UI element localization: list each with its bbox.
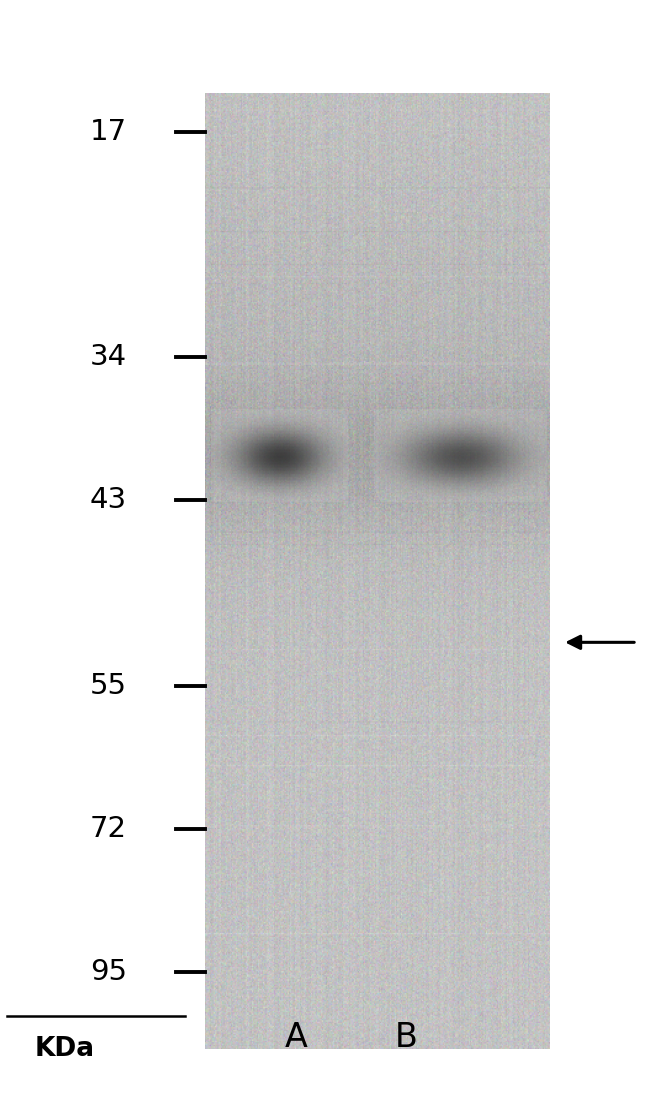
Text: 95: 95 bbox=[90, 957, 127, 986]
Text: A: A bbox=[284, 1021, 307, 1054]
Text: 34: 34 bbox=[90, 343, 127, 371]
Text: 43: 43 bbox=[90, 485, 127, 514]
Text: 17: 17 bbox=[90, 117, 127, 146]
Text: KDa: KDa bbox=[35, 1035, 95, 1062]
Text: 55: 55 bbox=[90, 672, 127, 701]
Text: B: B bbox=[395, 1021, 418, 1054]
Text: 72: 72 bbox=[90, 815, 127, 843]
